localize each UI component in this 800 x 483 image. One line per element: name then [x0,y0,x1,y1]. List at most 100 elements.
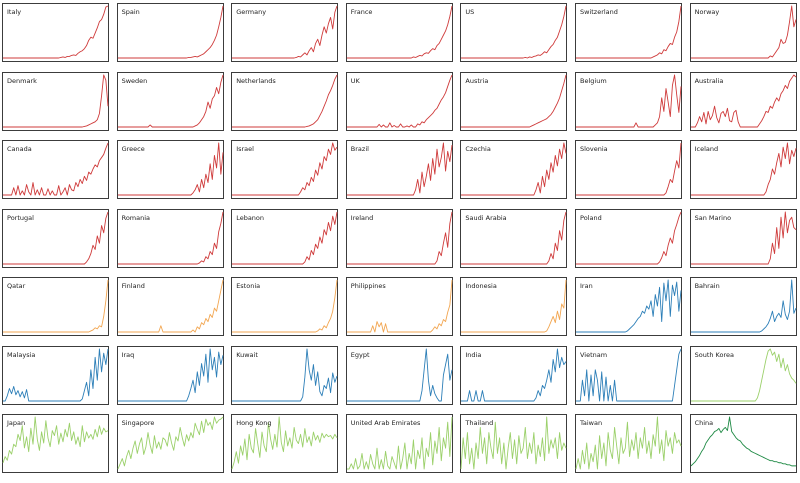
chart-panel: Spain [116,3,224,62]
panel-plot [576,348,682,401]
series-line [576,279,682,333]
panel-plot [232,142,338,196]
panel-plot [576,279,682,333]
panel-title: Bahrain [694,282,720,290]
panel-title: Saudi Arabia [465,213,507,222]
panel-plot [117,211,224,264]
chart-panel: Brazil [345,140,453,199]
chart-panel: Portugal [2,208,109,268]
panel-plot [346,279,453,333]
series-line [576,142,682,196]
panel-plot [117,279,224,333]
panel-plot [3,211,109,264]
panel-plot [346,142,453,196]
chart-panel: Netherlands [231,71,339,131]
panel-title: Vietnam [580,350,608,359]
series-line [232,211,338,264]
series-line [3,348,109,401]
panel-plot [3,142,109,196]
panel-plot [346,416,453,470]
series-line [117,416,223,470]
panel-plot [346,348,453,401]
panel-plot [232,74,338,127]
panel-title: US [465,8,475,16]
panel-title: Singapore [121,419,155,427]
series-line [117,142,224,196]
panel-title: San Marino [694,213,732,222]
panel-plot [460,416,567,470]
panel-title: Canada [7,145,32,153]
chart-panel: Finland [116,277,224,336]
panel-title: Germany [236,8,267,16]
series-line [232,5,338,59]
series-line [2,416,109,463]
series-line [3,5,109,59]
series-line [576,5,682,59]
series-line [690,348,796,401]
panel-title: Philippines [350,282,386,290]
series-line [346,279,453,333]
panel-plot [117,5,224,59]
panel-plot [3,348,109,401]
panel-title: Slovenia [580,145,608,153]
series-line [117,74,224,127]
series-line [3,279,109,333]
panel-title: Switzerland [580,8,618,16]
chart-panel: Canada [2,140,109,199]
chart-panel: Japan [2,414,109,473]
panel-title: United Arab Emirates [350,419,421,427]
panel-title: Denmark [7,76,37,85]
panel-plot [690,348,796,401]
panel-title: France [350,8,373,16]
panel-plot [576,211,682,264]
panel-plot [231,416,338,470]
series-line [346,142,453,196]
panel-plot [3,5,109,59]
series-line [576,211,682,264]
chart-panel: Kuwait [231,345,339,405]
series-line [232,279,338,333]
series-line [461,142,567,196]
chart-panel: Malaysia [2,345,109,405]
panel-title: Thailand [465,419,494,427]
series-line [575,416,682,470]
panel-plot [575,416,682,470]
series-line [117,279,224,333]
series-line [690,211,796,264]
chart-panel: Iraq [116,345,224,405]
chart-panel: Switzerland [575,3,682,62]
chart-panel: Romania [116,208,224,268]
series-line [461,74,567,127]
panel-plot [461,211,567,264]
chart-panel: San Marino [689,208,797,268]
panel-plot [461,279,567,333]
series-line [346,74,453,127]
panel-plot [690,416,796,467]
series-line [346,348,453,401]
panel-title: Iran [580,282,593,290]
panel-plot [690,142,797,196]
series-line [690,5,797,59]
chart-panel: Belgium [575,71,682,131]
panel-title: Japan [7,419,26,427]
panel-plot [232,279,338,333]
chart-panel: Israel [231,140,339,199]
series-line [690,416,796,467]
chart-panel: Greece [116,140,224,199]
panel-title: Portugal [7,213,34,222]
chart-panel: UK [345,71,453,131]
series-line [117,348,224,401]
panel-plot [690,5,797,59]
panel-title: Indonesia [465,282,497,290]
chart-panel: Singapore [116,414,224,473]
chart-panel: Iceland [689,140,797,199]
chart-panel: Saudi Arabia [460,208,568,268]
panel-title: Romania [121,213,151,222]
chart-panel: Germany [231,3,339,62]
panel-plot [690,211,796,264]
chart-panel: Indonesia [460,277,568,336]
panel-title: Iraq [121,350,135,359]
panel-title: Belgium [580,76,607,85]
panel-title: Qatar [7,282,26,290]
